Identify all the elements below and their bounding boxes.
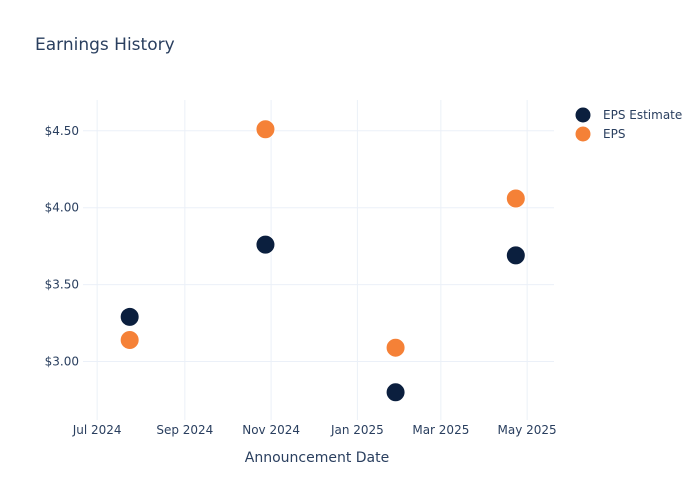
legend-label-eps-estimate: EPS Estimate xyxy=(603,108,682,122)
eps-point xyxy=(255,119,276,140)
x-tick-labels: Jul 2024 Sep 2024 Nov 2024 Jan 2025 Mar 2025… xyxy=(72,423,557,437)
eps-point xyxy=(385,337,406,358)
x-tick-label: Sep 2024 xyxy=(156,423,213,437)
legend-item-eps-estimate[interactable]: EPS Estimate xyxy=(574,106,682,124)
legend-marker-eps xyxy=(574,125,592,143)
legend[interactable]: EPS Estimate EPS xyxy=(574,106,682,143)
x-axis-title: Announcement Date xyxy=(245,450,389,466)
y-tick-labels: $3.00 $3.50 $4.00 $4.50 xyxy=(45,124,79,369)
chart-title: Earnings History xyxy=(35,35,175,55)
x-tick-label: Jul 2024 xyxy=(72,423,122,437)
data-points xyxy=(119,119,526,403)
x-tick-label: May 2025 xyxy=(498,423,557,437)
x-tick-label: Mar 2025 xyxy=(412,423,469,437)
y-tick-label: $4.00 xyxy=(45,201,79,215)
eps-estimate-point xyxy=(505,245,526,266)
eps-estimate-point xyxy=(385,382,406,403)
y-tick-label: $3.50 xyxy=(45,278,79,292)
eps-point xyxy=(505,188,526,209)
eps-estimate-point xyxy=(255,234,276,255)
legend-label-eps: EPS xyxy=(603,127,625,141)
legend-item-eps[interactable]: EPS xyxy=(574,125,625,143)
eps-estimate-point xyxy=(119,306,140,327)
eps-point xyxy=(119,330,140,350)
y-tick-label: $3.00 xyxy=(45,355,79,369)
legend-marker-eps-estimate xyxy=(574,106,592,124)
x-tick-label: Nov 2024 xyxy=(242,423,300,437)
grid-layer xyxy=(83,100,554,420)
x-tick-label: Jan 2025 xyxy=(330,423,384,437)
y-tick-label: $4.50 xyxy=(45,124,79,138)
